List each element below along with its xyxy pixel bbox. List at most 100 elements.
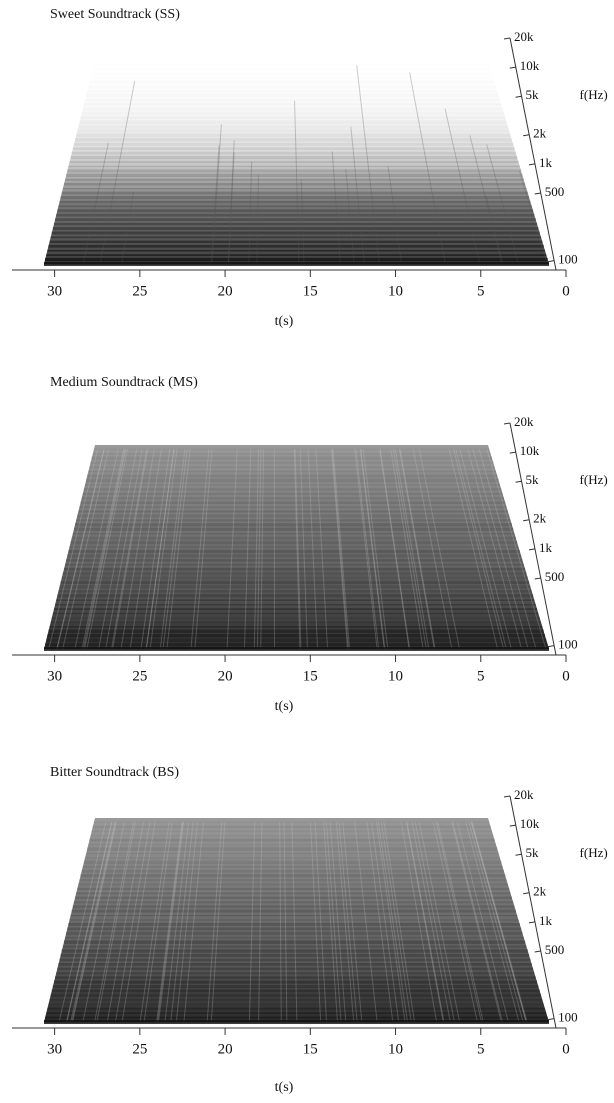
spectrum-streak	[48, 448, 99, 650]
spectrum-streak	[94, 821, 135, 1023]
spectrum-streak	[379, 448, 410, 650]
y-tick	[503, 795, 511, 798]
spectrum-streak	[62, 448, 110, 650]
y-tick	[528, 548, 536, 551]
y-tick	[548, 1018, 555, 1021]
y-tick	[509, 66, 516, 69]
spectrum-streak	[518, 170, 548, 265]
x-tick-label: 25	[132, 668, 147, 684]
y-tick	[509, 451, 516, 454]
y-tick	[528, 921, 536, 924]
y-tick	[503, 422, 511, 425]
y-tick	[503, 37, 511, 40]
spectrum-streak	[74, 448, 119, 650]
spectrum-streak	[470, 821, 527, 1023]
spectrum-streak	[486, 144, 519, 265]
y-tick-label: 1k	[539, 155, 553, 170]
spectrum-streak	[435, 821, 482, 1023]
spectrum-streak	[166, 448, 191, 650]
spectrum-streak	[400, 821, 438, 1023]
spectrum-streak	[129, 448, 162, 650]
spectrum-streak	[183, 821, 204, 1023]
y-tick	[515, 853, 522, 856]
spectrogram-surface	[44, 60, 549, 266]
y-tick	[515, 480, 522, 483]
x-tick-label: 30	[47, 1041, 62, 1057]
x-tick-label: 30	[47, 668, 62, 684]
spectrum-streak	[371, 821, 400, 1023]
spectrum-streak	[453, 448, 505, 650]
x-tick-label: 0	[562, 668, 570, 684]
spectrum-streak	[253, 448, 260, 650]
spectrum-streak	[175, 821, 199, 1023]
spectrum-streak	[162, 448, 188, 650]
spectrum-streak	[478, 448, 537, 650]
spectrum-streak	[456, 821, 509, 1023]
spectrum-streak	[66, 821, 113, 1023]
y-tick-label: 5k	[526, 472, 540, 487]
spectrum-streak	[170, 821, 194, 1023]
x-tick-label: 30	[47, 283, 62, 299]
spectrogram-surface	[44, 445, 549, 651]
x-tick-label: 25	[132, 1041, 147, 1057]
spectrum-streak	[459, 448, 512, 650]
spectrum-streak	[194, 448, 213, 650]
spectrum-streak	[143, 821, 173, 1023]
spectrum-streak	[149, 448, 178, 650]
y-tick-label: 100	[558, 252, 578, 267]
y-tick-label: 2k	[533, 511, 547, 526]
spectrum-streak	[338, 821, 358, 1023]
spectrum-streak	[465, 821, 520, 1023]
y-tick-label: 500	[545, 942, 565, 957]
spectrum-streak	[98, 448, 138, 650]
spectrum-streak	[65, 821, 113, 1023]
spectrum-streak	[411, 821, 451, 1023]
y-tick	[534, 192, 541, 195]
spectrum-streak	[310, 821, 322, 1023]
spectrum-streak	[468, 821, 524, 1023]
y-tick-label: 20k	[514, 414, 534, 429]
spectrum-streak	[323, 821, 338, 1023]
spectrum-streak	[387, 166, 403, 265]
spectrum-streak	[70, 821, 116, 1023]
y-tick-label: 10k	[520, 443, 540, 458]
y-tick	[528, 163, 536, 166]
x-tick-label: 20	[218, 283, 233, 299]
spectrum-streak	[99, 81, 136, 265]
spectrogram-surface	[44, 818, 549, 1024]
spectrum-streak	[158, 821, 185, 1023]
x-tick-label: 20	[218, 668, 233, 684]
spectrum-streak	[448, 448, 499, 650]
spectrum-streak	[409, 72, 446, 265]
spectrum-streak	[227, 140, 235, 265]
y-tick-label: 20k	[514, 29, 534, 44]
spectrum-streak	[145, 448, 175, 650]
y-tick	[509, 824, 516, 827]
spectrum-streak	[279, 821, 282, 1023]
spectrum-streak	[112, 448, 149, 650]
spectrum-streak	[359, 448, 385, 650]
y-tick-label: 500	[545, 569, 565, 584]
spectrum-streak	[299, 448, 308, 650]
spectrum-streak	[248, 161, 253, 265]
x-tick-label: 5	[477, 668, 485, 684]
spectrum-streak	[139, 821, 170, 1023]
y-tick	[523, 519, 530, 522]
y-axis	[509, 422, 557, 656]
spectrum-streak	[383, 821, 415, 1023]
spectrum-streak	[72, 821, 117, 1023]
spectrum-streak	[256, 448, 262, 650]
x-tick-label: 10	[388, 1041, 403, 1057]
spectrum-streak	[471, 821, 528, 1023]
spectrum-streak	[140, 448, 171, 650]
spectrum-streak	[485, 195, 504, 265]
y-axis-label: f(Hz)	[580, 845, 608, 860]
spectrum-streak	[96, 821, 136, 1023]
spectrum-streak	[294, 448, 302, 650]
spectrum-streak	[260, 448, 265, 650]
spectrum-streak	[418, 448, 461, 650]
spectrum-streak	[190, 448, 210, 650]
spectrum-streak	[394, 448, 430, 650]
spectrum-streak	[332, 448, 351, 650]
